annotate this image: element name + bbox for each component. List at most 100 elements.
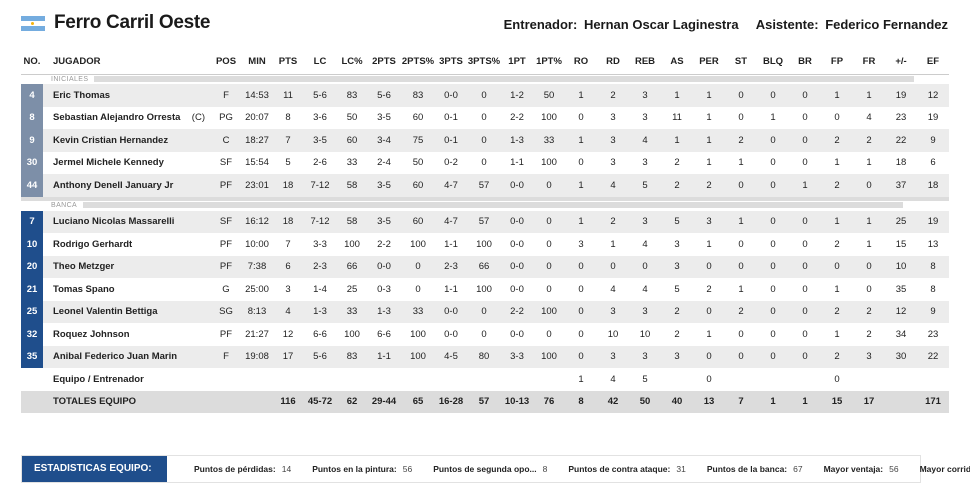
player-row[interactable]: 44 Anthony Denell January Jr PF 23:01 18 7-12… [21,174,949,197]
player-name-link[interactable]: Roquez Johnson [53,328,130,340]
player-row[interactable]: 7 Luciano Nicolas Massarelli SF 16:12 18 7-12… [21,210,949,233]
column-header[interactable]: 1PT [501,50,533,75]
column-header[interactable]: MIN [241,50,273,75]
column-header[interactable]: PTS [273,50,303,75]
column-header[interactable]: LC [303,50,337,75]
player-name-cell[interactable]: Rodrigo Gerhardt [43,233,211,256]
player-name-link[interactable]: Eric Thomas [53,89,111,101]
player-name-cell[interactable]: Sebastian Alejandro Orresta (C) [43,106,211,129]
stat-p1: 2-2 [501,106,533,129]
player-name-link[interactable]: Leonel Valentin Bettiga [53,306,158,318]
section-bench: BANCA [21,200,949,211]
stat-rd: 3 [597,345,629,368]
player-name-link[interactable]: Anibal Federico Juan Marin [53,351,178,363]
column-header[interactable]: AS [661,50,693,75]
stat-ef: 22 [917,345,949,368]
column-header[interactable]: POS [211,50,241,75]
player-name-cell[interactable]: Leonel Valentin Bettiga [43,300,211,323]
player-row[interactable]: 30 Jermel Michele Kennedy SF 15:54 5 2-6 33 2-4… [21,151,949,174]
stat-as: 3 [661,233,693,256]
player-row[interactable]: 8 Sebastian Alejandro Orresta (C) PG 20:07 8 3… [21,106,949,129]
team-stat-value: 31 [676,464,686,474]
column-header[interactable]: LC% [337,50,367,75]
column-header[interactable]: RO [565,50,597,75]
stat-ef: 9 [917,129,949,152]
player-row[interactable]: 21 Tomas Spano G 25:00 3 1-4 25 0-3 0 1-1 100 0-0 0 0… [21,278,949,301]
stat-p1p: 0 [533,323,565,346]
team-stat-value: 56 [402,464,413,474]
player-name-link[interactable]: Luciano Nicolas Massarelli [53,216,175,228]
stat-blq: 0 [757,278,789,301]
stat-p2: 3-4 [367,129,401,152]
player-name-cell[interactable]: Luciano Nicolas Massarelli [43,210,211,233]
player-name-cell[interactable]: Anibal Federico Juan Marin [43,345,211,368]
stat-fp: 2 [821,174,853,197]
stat-p3: 0-1 [435,129,467,152]
player-name-cell[interactable]: Tomas Spano [43,278,211,301]
player-number: 4 [21,84,43,107]
column-header[interactable]: 3PTS% [467,50,501,75]
player-name-cell[interactable]: Theo Metzger [43,255,211,278]
stat-p3: 1-1 [435,233,467,256]
column-header[interactable]: RD [597,50,629,75]
stat-pts: 17 [273,345,303,368]
total-blq: 1 [757,390,789,413]
column-header[interactable]: FP [821,50,853,75]
player-name-cell[interactable]: Anthony Denell January Jr [43,174,211,197]
column-header[interactable]: 2PTS% [401,50,435,75]
player-name-link[interactable]: Sebastian Alejandro Orresta [53,112,181,124]
column-header[interactable]: PER [693,50,725,75]
column-header[interactable]: ST [725,50,757,75]
total-reb: 50 [629,390,661,413]
column-header[interactable]: FR [853,50,885,75]
player-row[interactable]: 4 Eric Thomas F 14:53 11 5-6 83 5-6 83 0-0 0 1-2 50 1… [21,84,949,107]
stat-ro: 1 [565,174,597,197]
column-header[interactable]: EF [917,50,949,75]
column-header[interactable]: 1PT% [533,50,565,75]
player-name-cell[interactable]: Jermel Michele Kennedy [43,151,211,174]
column-header[interactable]: NO. [21,50,43,75]
stat-p3: 2-3 [435,255,467,278]
player-row[interactable]: 32 Roquez Johnson PF 21:27 12 6-6 100 6-6 100 0-0… [21,323,949,346]
player-name-link[interactable]: Kevin Cristian Hernandez [53,134,169,146]
player-name-link[interactable]: Anthony Denell January Jr [53,179,174,191]
player-name-link[interactable]: Rodrigo Gerhardt [53,238,133,250]
stat-br: 0 [789,210,821,233]
column-header[interactable]: BR [789,50,821,75]
column-header[interactable]: BLQ [757,50,789,75]
team-stat-p3 [435,368,467,391]
player-name-cell[interactable]: Eric Thomas [43,84,211,107]
player-row[interactable]: 25 Leonel Valentin Bettiga SG 8:13 4 1-3 33 1-3… [21,300,949,323]
captain-badge: (C) [191,112,205,124]
stat-st: 0 [725,255,757,278]
team-stat-pts [273,368,303,391]
player-name-link[interactable]: Theo Metzger [53,261,115,273]
column-header[interactable]: 3PTS [435,50,467,75]
player-row[interactable]: 35 Anibal Federico Juan Marin F 19:08 17 5-6 8… [21,345,949,368]
player-row[interactable]: 9 Kevin Cristian Hernandez C 18:27 7 3-5 60 3-4… [21,129,949,152]
player-name-cell[interactable]: Kevin Cristian Hernandez [43,129,211,152]
player-name-link[interactable]: Tomas Spano [53,283,115,295]
coach-name: Hernan Oscar Laginestra [583,17,739,32]
stat-p3p: 57 [467,174,501,197]
team-stat-reb: 5 [629,368,661,391]
column-header[interactable]: +/- [885,50,917,75]
player-number: 32 [21,323,43,346]
player-name-link[interactable]: Jermel Michele Kennedy [53,157,164,169]
column-header[interactable]: JUGADOR [43,50,211,75]
stat-rd: 1 [597,233,629,256]
player-row[interactable]: 10 Rodrigo Gerhardt PF 10:00 7 3-3 100 2-2 100 1-… [21,233,949,256]
stat-pts: 18 [273,210,303,233]
section-divider [94,75,915,82]
team-stat-st [725,368,757,391]
player-row[interactable]: 20 Theo Metzger PF 7:38 6 2-3 66 0-0 0 2-3 66 0-0 0 0… [21,255,949,278]
player-name-cell[interactable]: Roquez Johnson [43,323,211,346]
stat-blq: 0 [757,151,789,174]
column-header[interactable]: 2PTS [367,50,401,75]
stat-p2p: 83 [401,84,435,107]
stat-min: 20:07 [241,106,273,129]
total-as: 40 [661,390,693,413]
column-header[interactable]: REB [629,50,661,75]
stat-fp: 2 [821,233,853,256]
stat-rd: 0 [597,255,629,278]
